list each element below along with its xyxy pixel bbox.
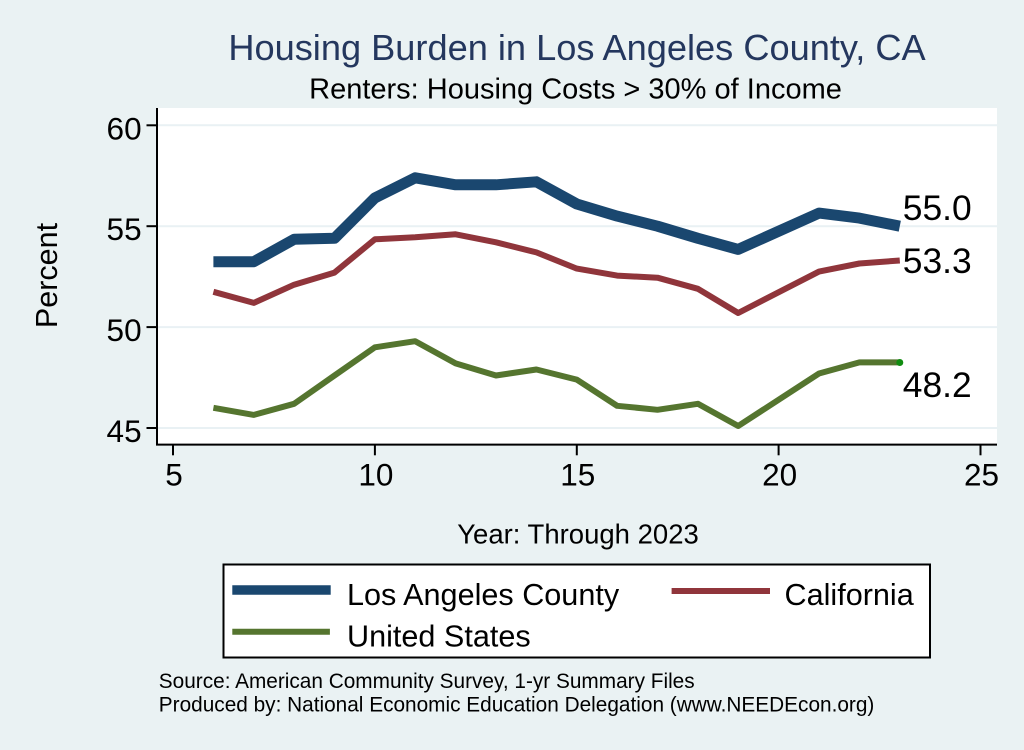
svg-text:Housing Burden in Los Angeles: Housing Burden in Los Angeles County, CA [228, 27, 926, 68]
svg-text:48.2: 48.2 [903, 365, 972, 405]
svg-text:25: 25 [964, 457, 999, 493]
svg-text:50: 50 [107, 312, 142, 348]
svg-text:California: California [785, 578, 915, 612]
svg-text:United States: United States [347, 620, 531, 654]
svg-text:53.3: 53.3 [903, 241, 972, 281]
svg-text:10: 10 [358, 457, 393, 493]
svg-text:20: 20 [762, 457, 797, 493]
svg-text:Renters: Housing Costs > 30% o: Renters: Housing Costs > 30% of Income [309, 74, 842, 106]
svg-text:15: 15 [560, 457, 595, 493]
svg-text:45: 45 [107, 413, 142, 449]
svg-text:Percent: Percent [30, 222, 64, 328]
svg-text:Year: Through 2023: Year: Through 2023 [457, 519, 699, 550]
svg-text:60: 60 [107, 110, 142, 146]
svg-text:55.0: 55.0 [903, 188, 972, 228]
svg-text:Los Angeles County: Los Angeles County [347, 578, 620, 612]
svg-text:55: 55 [107, 211, 142, 247]
svg-text:Source: American Community Sur: Source: American Community Survey, 1-yr … [159, 670, 695, 693]
svg-text:Produced by: National Economic: Produced by: National Economic Education… [159, 693, 875, 716]
svg-text:5: 5 [165, 457, 183, 493]
